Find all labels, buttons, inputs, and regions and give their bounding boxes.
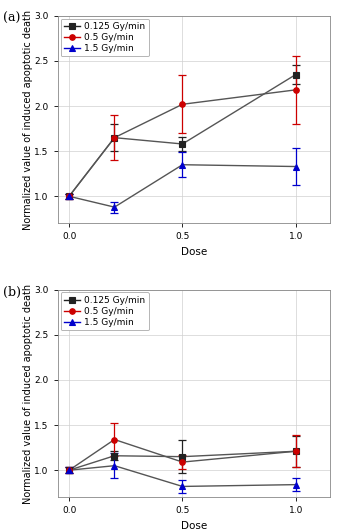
Line: 1.5 Gy/min: 1.5 Gy/min <box>66 463 299 489</box>
X-axis label: Dose: Dose <box>181 521 207 529</box>
0.5 Gy/min <box>67 467 71 473</box>
Legend: 0.125 Gy/min, 0.5 Gy/min, 1.5 Gy/min: 0.125 Gy/min, 0.5 Gy/min, 1.5 Gy/min <box>61 293 149 330</box>
1.5 Gy/min <box>67 467 71 473</box>
Y-axis label: Normalized value of induced apoptotic death: Normalized value of induced apoptotic de… <box>23 10 33 230</box>
Text: (b): (b) <box>3 286 21 298</box>
0.125 Gy/min <box>181 141 185 147</box>
0.125 Gy/min <box>294 71 298 78</box>
Text: (a): (a) <box>3 12 21 25</box>
0.125 Gy/min <box>181 453 185 460</box>
0.5 Gy/min <box>113 436 117 443</box>
0.5 Gy/min <box>294 87 298 93</box>
1.5 Gy/min <box>181 161 185 168</box>
1.5 Gy/min <box>113 204 117 211</box>
1.5 Gy/min <box>294 481 298 488</box>
0.125 Gy/min <box>294 448 298 454</box>
1.5 Gy/min <box>113 462 117 469</box>
0.125 Gy/min <box>67 467 71 473</box>
0.125 Gy/min <box>113 134 117 141</box>
Line: 0.5 Gy/min: 0.5 Gy/min <box>66 87 299 199</box>
0.5 Gy/min <box>67 193 71 199</box>
X-axis label: Dose: Dose <box>181 247 207 257</box>
Y-axis label: Normalized value of induced apoptotic death: Normalized value of induced apoptotic de… <box>23 284 33 504</box>
0.125 Gy/min <box>113 453 117 459</box>
0.5 Gy/min <box>113 134 117 141</box>
Line: 0.125 Gy/min: 0.125 Gy/min <box>66 449 299 473</box>
1.5 Gy/min <box>181 484 185 490</box>
0.5 Gy/min <box>181 101 185 107</box>
Line: 0.5 Gy/min: 0.5 Gy/min <box>66 437 299 473</box>
0.5 Gy/min <box>294 448 298 454</box>
Legend: 0.125 Gy/min, 0.5 Gy/min, 1.5 Gy/min: 0.125 Gy/min, 0.5 Gy/min, 1.5 Gy/min <box>61 19 149 57</box>
Line: 0.125 Gy/min: 0.125 Gy/min <box>66 72 299 199</box>
1.5 Gy/min <box>294 163 298 170</box>
1.5 Gy/min <box>67 193 71 199</box>
0.5 Gy/min <box>181 459 185 465</box>
Line: 1.5 Gy/min: 1.5 Gy/min <box>66 162 299 210</box>
0.125 Gy/min <box>67 193 71 199</box>
